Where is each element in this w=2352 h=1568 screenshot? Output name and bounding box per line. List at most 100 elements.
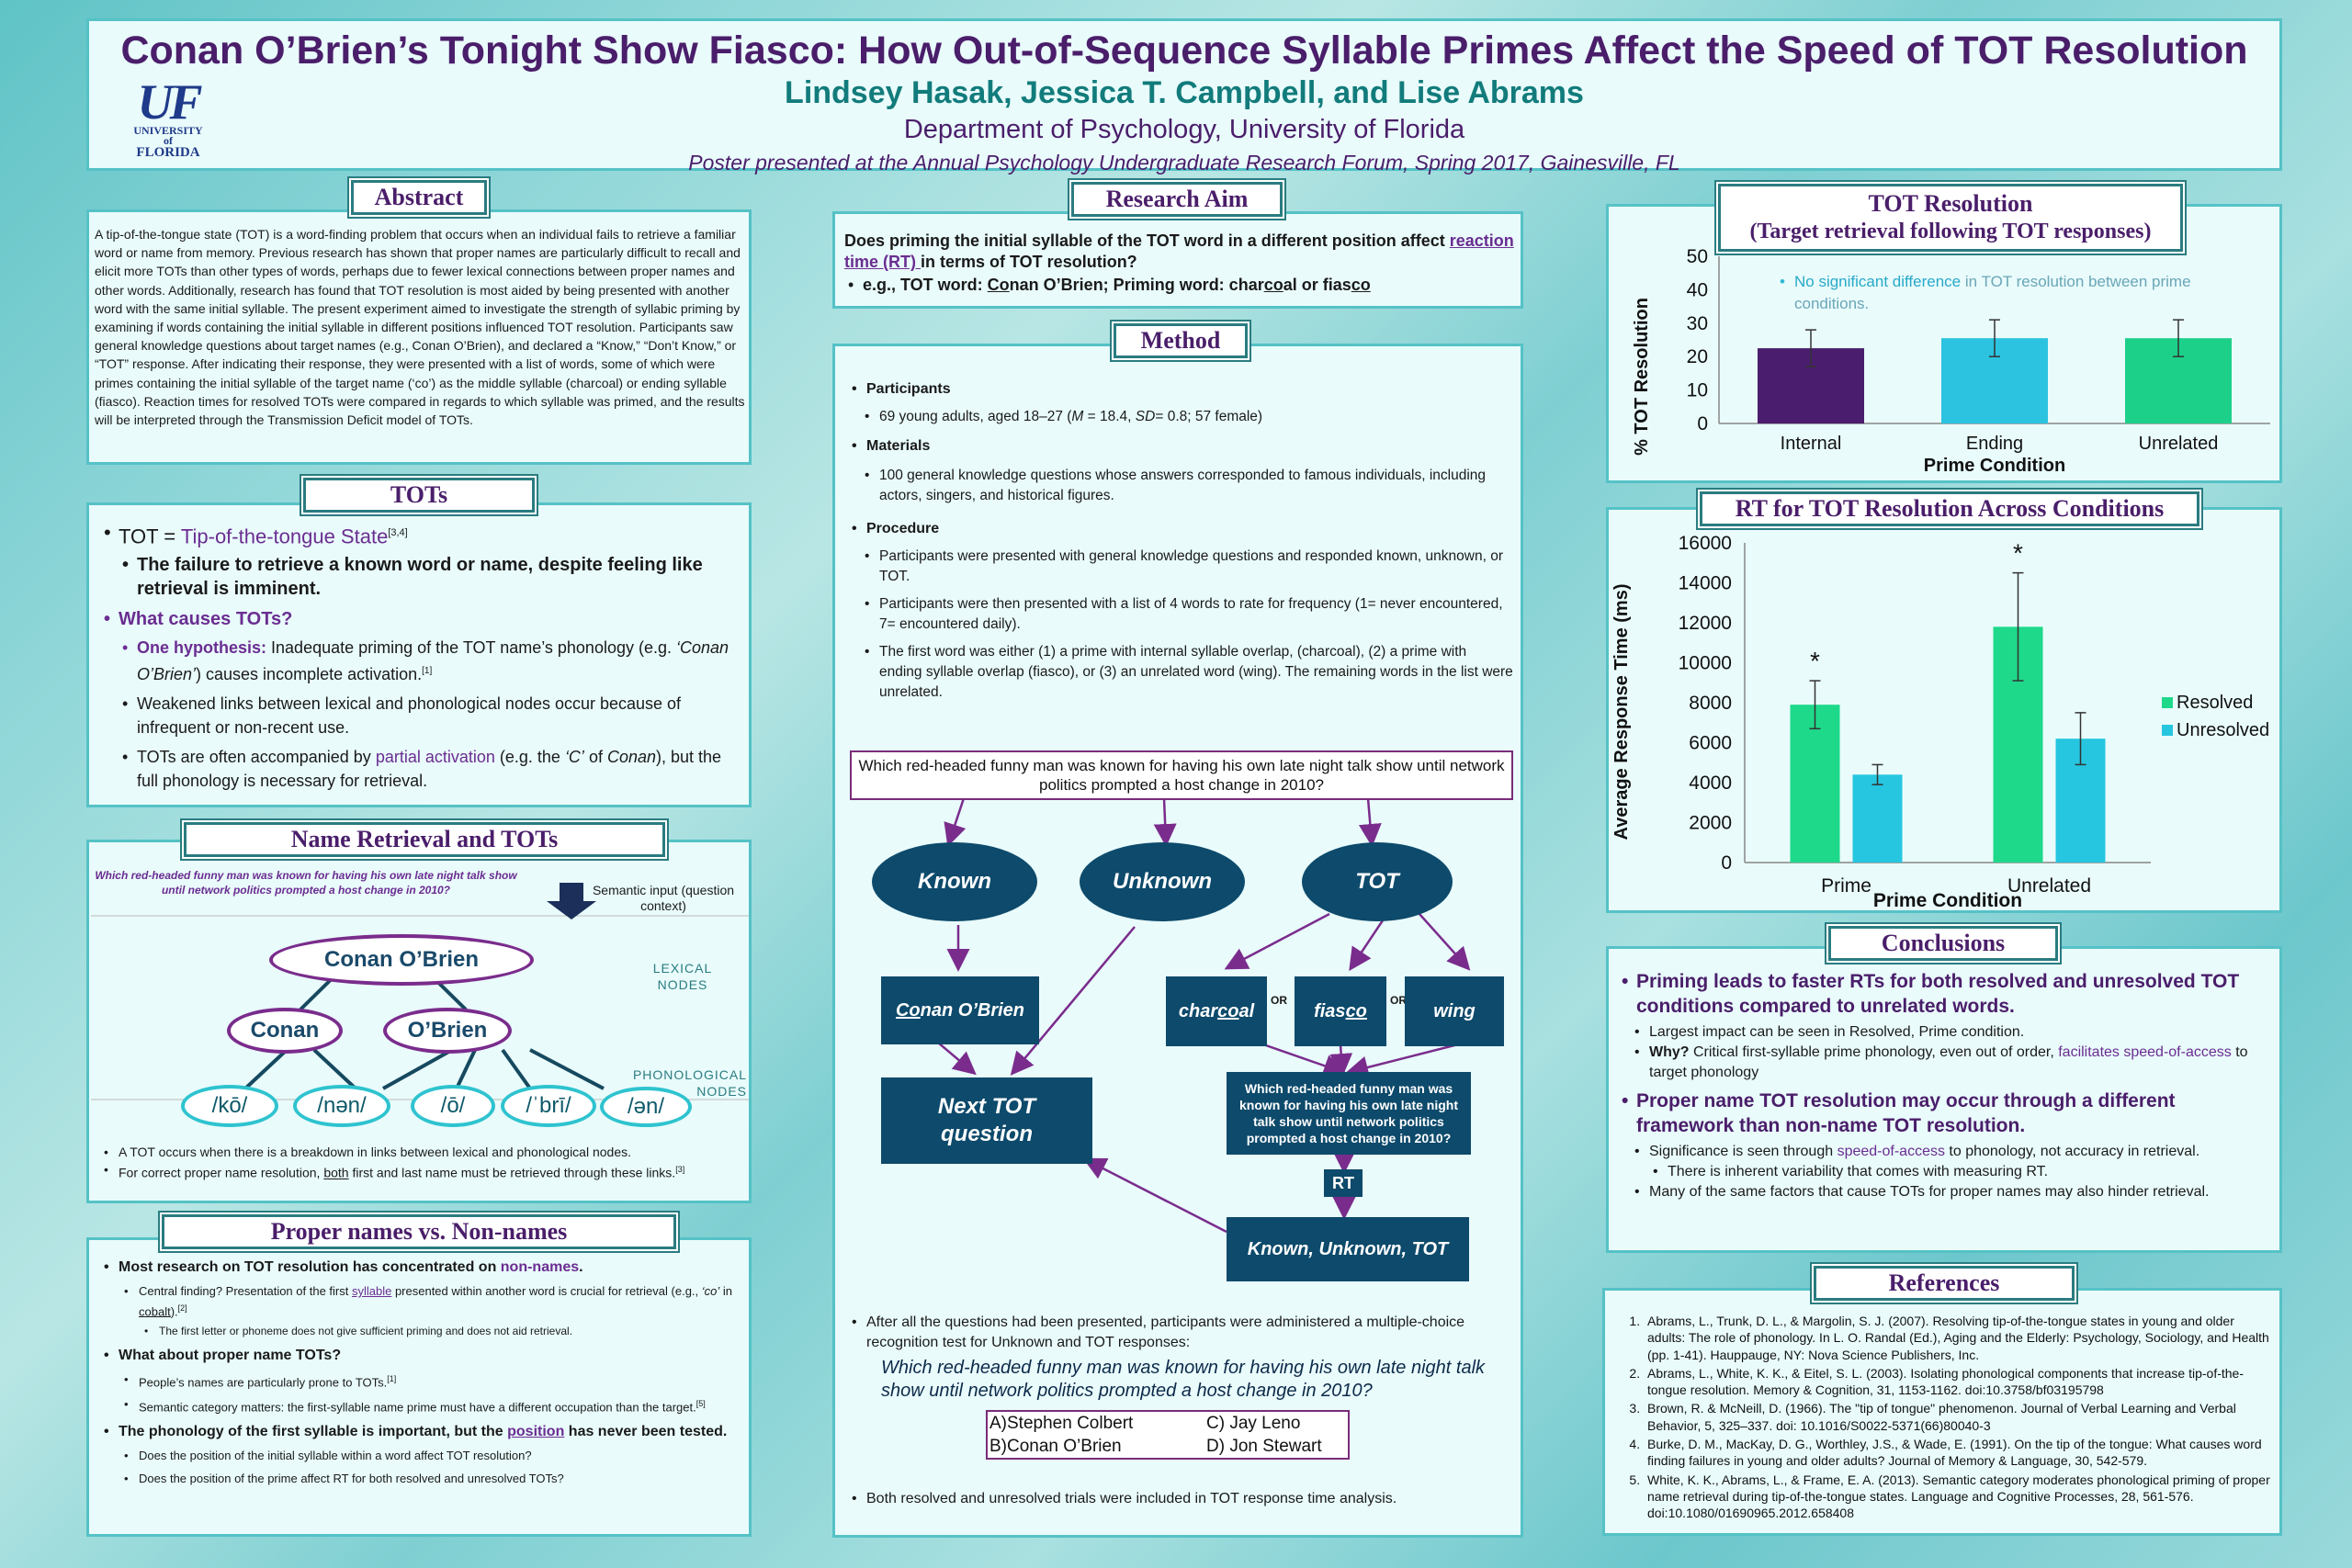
conclusion-2: Proper name TOT resolution may occur thr… xyxy=(1618,1089,2276,1138)
tot-hyp-ref: [1] xyxy=(422,666,433,677)
flow-charcoal: char co al xyxy=(1166,976,1267,1046)
method-proc-1: Participants were presented with general… xyxy=(861,547,1513,587)
significance-marker: * xyxy=(1810,647,1820,675)
flow-conan-a: Co xyxy=(895,1000,921,1021)
ra-example: e.g., TOT word: Conan O’Brien; Priming w… xyxy=(844,275,1515,296)
y-tick-label: 4000 xyxy=(1689,773,1732,794)
x-tick-label: Ending xyxy=(1966,434,2023,454)
method-after: After all the questions had been present… xyxy=(848,1313,1513,1353)
y-tick-label: 8000 xyxy=(1689,693,1732,714)
ra-question: Does priming the initial syllable of the… xyxy=(844,231,1515,273)
references-list: Abrams, L., Trunk, D. L., & Margolin, S.… xyxy=(1618,1313,2274,1524)
significance-marker: * xyxy=(2013,539,2023,568)
name-retrieval-panel: Which red-headed funny man was known for… xyxy=(86,840,752,1203)
y-axis-label: Average Response Time (ms) xyxy=(1611,584,1632,840)
tot-resolution-title-box: TOT Resolution (Target retrieval followi… xyxy=(1718,184,2183,252)
nr-b2-b: both xyxy=(323,1165,349,1180)
mc-option: A)Stephen Colbert xyxy=(989,1414,1134,1433)
pn-b1-c: . xyxy=(579,1259,583,1275)
nr-b2-ref: [3] xyxy=(675,1165,685,1174)
ra-q-a: Does priming the initial syllable of the… xyxy=(844,231,1450,250)
poster-department: Department of Psychology, University of … xyxy=(903,115,1465,144)
flow-conan-box: Conan O’Brien xyxy=(881,976,1039,1044)
tot-partial-f: ), but the full phonology is necessary f… xyxy=(137,748,722,791)
nr-node-first: Conan xyxy=(227,1008,343,1054)
nr-phon-node: /ō/ xyxy=(411,1085,495,1127)
mp-c: = 0.8; 57 female) xyxy=(1155,409,1263,424)
flow-known: Known xyxy=(872,842,1037,921)
nr-phon-node: /ˈbrī/ xyxy=(501,1085,596,1127)
reference-item: Burke, D. M., MacKay, D. G., Worthley, J… xyxy=(1644,1436,2274,1470)
conclusion-1: Priming leads to faster RTs for both res… xyxy=(1618,969,2276,1019)
nr-node-full-name: Conan O’Brien xyxy=(269,934,534,986)
method-panel: Participants 69 young adults, aged 18–27… xyxy=(832,344,1523,1538)
poster-authors: Lindsey Hasak, Jessica T. Campbell, and … xyxy=(785,75,1584,110)
mp-sd: SD xyxy=(1135,409,1156,424)
y-axis-label: % TOT Resolution xyxy=(1632,298,1652,456)
fc-c: al xyxy=(1238,1000,1255,1021)
method-participants-heading: Participants xyxy=(848,379,1513,400)
pn-b1s-a: Central finding? Presentation of the fir… xyxy=(139,1284,352,1298)
method-final-bullet: Both resolved and unresolved trials were… xyxy=(848,1489,1513,1509)
y-tick-label: 0 xyxy=(1721,852,1732,874)
tot-partial-d: of xyxy=(583,748,607,767)
tot-partial-term: partial activation xyxy=(375,748,495,767)
ra-eg-c: nan O’Brien; Priming word: char xyxy=(1009,276,1264,294)
method-mc-options: A)Stephen Colbert C) Jay Leno B)Conan O’… xyxy=(986,1410,1350,1460)
mc-option: D) Jon Stewart xyxy=(1206,1437,1322,1456)
y-tick-label: 0 xyxy=(1697,413,1708,434)
legend-label: Resolved xyxy=(2177,693,2253,713)
flow-unknown: Unknown xyxy=(1080,842,1245,921)
mc-option: C) Jay Leno xyxy=(1206,1414,1301,1433)
conclusion-2-sub-sub: There is inherent variability that comes… xyxy=(1649,1162,2276,1182)
tot-resolution-chart: 0 10 20 30 40 50 Internal Ending Unrelated Prime … xyxy=(1632,246,2270,476)
ra-q-b: reaction time (RT) xyxy=(844,231,1514,271)
ra-eg-e: al or fias xyxy=(1283,276,1351,294)
tot-partial-a: TOTs are often accompanied by xyxy=(137,748,376,767)
pn-b2-sub1: People’s names are particularly prone to… xyxy=(120,1371,743,1391)
references-panel: Abrams, L., Trunk, D. L., & Margolin, S.… xyxy=(1602,1288,2282,1536)
nr-node-last: O’Brien xyxy=(383,1008,512,1054)
pn-b2s2-ref: [5] xyxy=(695,1398,706,1408)
flow-rt: RT xyxy=(1324,1169,1363,1197)
nr-b2-a: For correct proper name resolution, xyxy=(119,1165,324,1180)
legend-label: Unresolved xyxy=(2177,720,2269,740)
ra-eg-d: co xyxy=(1263,276,1283,294)
tot-res-note-b: in TOT resolution between prime conditio… xyxy=(1794,273,2191,312)
y-tick-label: 2000 xyxy=(1689,813,1732,834)
method-proc-2: Participants were then presented with a … xyxy=(861,594,1513,635)
uf-logo-line1: UNIVERSITY of xyxy=(133,124,203,147)
method-mc-question: Which red-headed funny man was known for… xyxy=(881,1358,1486,1401)
mc-option: B)Conan O’Brien xyxy=(989,1437,1122,1456)
tot-def-ref: [3,4] xyxy=(388,527,408,538)
pn-b2s1-ref: [1] xyxy=(387,1374,397,1384)
rt-chart-panel: 0 2000 4000 6000 8000 10000 12000 14000 16000 * Pr… xyxy=(1606,507,2282,913)
flow-tot: TOT xyxy=(1302,842,1453,921)
nr-bullet-1: A TOT occurs when there is a breakdown i… xyxy=(100,1144,743,1161)
poster-header: UF UNIVERSITY of FLORIDA Conan O’Brien’s… xyxy=(86,18,2282,175)
flow-final-responses: Known, Unknown, TOT xyxy=(1227,1217,1469,1281)
y-tick-label: 30 xyxy=(1687,313,1708,334)
nr-phon-node: /nən/ xyxy=(293,1085,390,1127)
pn-b1-subsub: The first letter or phoneme does not giv… xyxy=(141,1324,743,1339)
tot-partial-b: (e.g. the xyxy=(494,748,565,767)
x-tick-label: Internal xyxy=(1781,434,1842,454)
reference-item: Abrams, L., White, K. K., & Eitel, S. L.… xyxy=(1644,1365,2274,1399)
method-title: Method xyxy=(1114,323,1248,358)
pn-b1s-b: syllable xyxy=(351,1284,392,1298)
reference-item: White, K. K., Abrams, L., & Frame, E. A.… xyxy=(1644,1472,2274,1522)
conclusions-title: Conclusions xyxy=(1828,926,2058,961)
abstract-title: Abstract xyxy=(351,180,487,215)
flow-wing: wing xyxy=(1405,976,1504,1046)
pn-content: Most research on TOT resolution has conc… xyxy=(100,1258,743,1487)
pn-b3-c: has never been tested. xyxy=(564,1423,728,1439)
legend-swatch xyxy=(2162,697,2173,708)
x-axis-label: Prime Condition xyxy=(1924,456,2065,476)
nr-semantic-label: Semantic input (question context) xyxy=(592,883,735,913)
c1s2-c: facilitates speed-of-access xyxy=(2058,1044,2232,1060)
pn-b3-b: position xyxy=(507,1423,565,1439)
y-tick-label: 10000 xyxy=(1679,653,1732,674)
tot-weakened: Weakened links between lexical and phono… xyxy=(119,692,743,739)
method-after-text: After all the questions had been present… xyxy=(848,1313,1513,1353)
nr-question: Which red-headed funny man was known for… xyxy=(95,869,517,897)
